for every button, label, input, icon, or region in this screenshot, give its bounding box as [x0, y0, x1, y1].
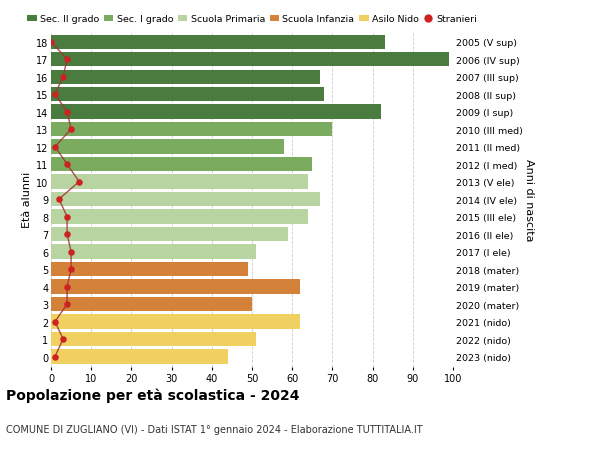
Bar: [51, 262, 248, 277]
Point: [67, 266, 76, 273]
Point: [67, 126, 76, 134]
Bar: [51, 157, 313, 172]
Point: [50, 353, 60, 360]
Bar: [51, 332, 256, 347]
Bar: [51, 227, 288, 242]
Bar: [51, 315, 300, 329]
Point: [50, 91, 60, 99]
Point: [74, 179, 84, 186]
Bar: [51, 123, 332, 137]
Point: [62, 109, 72, 116]
Point: [50, 144, 60, 151]
Text: COMUNE DI ZUGLIANO (VI) - Dati ISTAT 1° gennaio 2024 - Elaborazione TUTTITALIA.I: COMUNE DI ZUGLIANO (VI) - Dati ISTAT 1° …: [6, 425, 422, 435]
Y-axis label: Età alunni: Età alunni: [22, 172, 32, 228]
Point: [58, 336, 68, 343]
Point: [46, 39, 56, 46]
Point: [62, 161, 72, 168]
Point: [50, 318, 60, 325]
Bar: [51, 53, 449, 67]
Point: [67, 248, 76, 256]
Point: [54, 196, 64, 203]
Bar: [51, 280, 300, 294]
Point: [62, 56, 72, 64]
Text: Popolazione per età scolastica - 2024: Popolazione per età scolastica - 2024: [6, 388, 299, 403]
Point: [62, 213, 72, 221]
Point: [62, 283, 72, 291]
Point: [58, 74, 68, 81]
Point: [62, 301, 72, 308]
Bar: [51, 175, 308, 190]
Legend: Sec. II grado, Sec. I grado, Scuola Primaria, Scuola Infanzia, Asilo Nido, Stran: Sec. II grado, Sec. I grado, Scuola Prim…: [27, 15, 477, 24]
Y-axis label: Anni di nascita: Anni di nascita: [524, 158, 534, 241]
Bar: [51, 70, 320, 84]
Bar: [51, 35, 385, 50]
Bar: [51, 350, 228, 364]
Bar: [51, 88, 325, 102]
Bar: [51, 210, 308, 224]
Bar: [51, 105, 380, 119]
Bar: [51, 140, 284, 155]
Bar: [51, 245, 256, 259]
Bar: [51, 297, 252, 312]
Point: [62, 231, 72, 238]
Bar: [51, 192, 320, 207]
